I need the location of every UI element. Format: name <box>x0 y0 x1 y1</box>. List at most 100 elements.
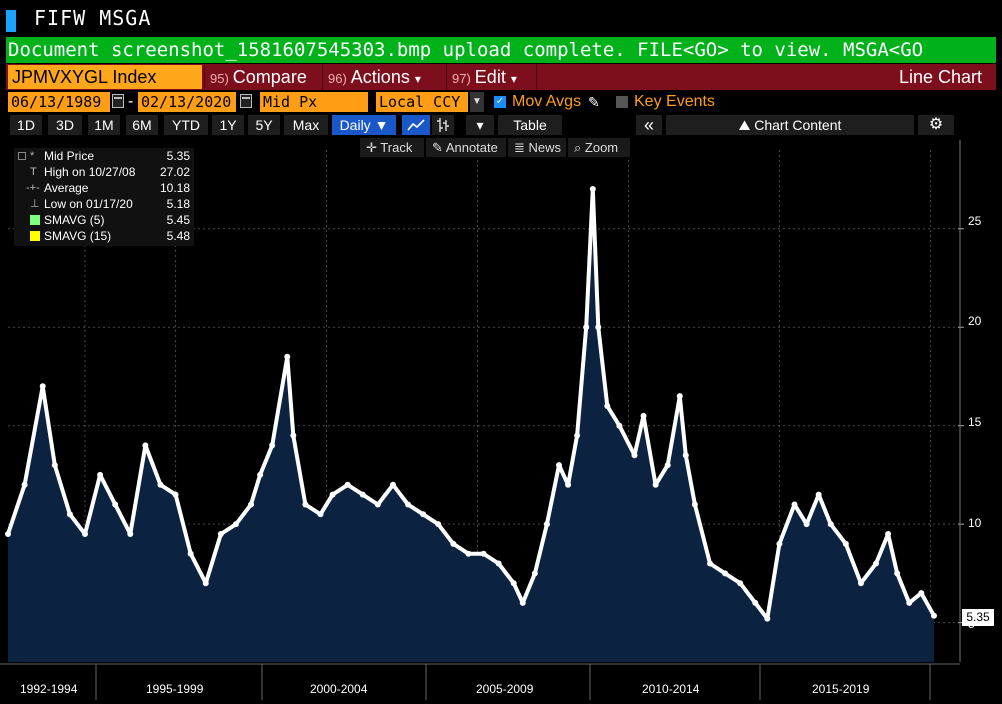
pencil-icon: ✎ <box>432 140 443 155</box>
legend-row: SMAVG (5) 5.45 <box>14 212 194 228</box>
edit-button[interactable]: 97) Edit ▾ <box>452 65 517 89</box>
data-point <box>202 580 209 587</box>
data-point <box>510 580 517 587</box>
legend-collapse-icon[interactable] <box>18 152 26 160</box>
data-point <box>81 531 88 537</box>
line-chart-icon[interactable] <box>402 115 430 135</box>
legend-label: SMAVG (5) <box>44 213 105 227</box>
range-5y-button[interactable]: 5Y <box>248 115 280 135</box>
annotate-button[interactable]: ✎ Annotate <box>426 138 506 157</box>
data-point <box>112 501 119 508</box>
collapse-icon[interactable]: « <box>636 115 662 135</box>
data-point <box>640 412 647 419</box>
data-point <box>682 452 689 459</box>
last-price-tag: 5.35 <box>962 609 994 626</box>
start-date-field[interactable]: 06/13/1989 <box>8 92 110 112</box>
pencil-icon[interactable]: ✎ <box>588 94 600 110</box>
data-point <box>66 511 73 518</box>
mid-price-area <box>8 189 934 662</box>
data-point <box>894 570 901 577</box>
data-point <box>931 612 937 619</box>
field-select[interactable]: Mid Px <box>260 92 368 112</box>
data-point <box>480 550 487 557</box>
data-point <box>257 471 264 478</box>
data-point <box>51 462 58 469</box>
chart-legend[interactable]: * Mid Price 5.35 T High on 10/27/08 27.02 -+… <box>14 148 194 246</box>
data-point <box>595 324 602 331</box>
range-1d-button[interactable]: 1D <box>10 115 42 135</box>
y-tick-label: 10 <box>968 516 982 530</box>
annotate-label: Annotate <box>445 140 498 155</box>
data-point <box>269 442 276 449</box>
data-point <box>616 422 623 429</box>
news-button[interactable]: ≣ News <box>508 138 566 157</box>
divider <box>446 64 447 90</box>
ohlc-chart-icon[interactable] <box>432 115 454 135</box>
end-date-field[interactable]: 02/13/2020 <box>138 92 236 112</box>
data-point <box>217 531 224 537</box>
range-6m-button[interactable]: 6M <box>126 115 158 135</box>
data-point <box>248 501 255 508</box>
track-button[interactable]: ✛ Track <box>360 138 424 157</box>
chart-content-label: Chart Content <box>754 117 842 133</box>
zoom-button[interactable]: ⌕ Zoom <box>568 138 630 157</box>
data-point <box>435 521 442 528</box>
divider <box>536 64 537 90</box>
chart-type-label[interactable]: Line Chart <box>898 67 982 87</box>
data-point <box>906 599 913 606</box>
chart-content-button[interactable]: ⛰ Chart Content <box>666 115 914 135</box>
chevron-down-icon: ▼ <box>374 117 389 133</box>
window-title: FIFW MSGA <box>34 6 152 30</box>
periodicity-select[interactable]: Daily ▼ <box>332 115 396 135</box>
data-point <box>142 442 149 449</box>
x-tick-label: 1992-1994 <box>20 682 78 696</box>
chevron-down-icon: ▾ <box>510 72 517 86</box>
data-point <box>776 540 783 547</box>
mov-avgs-label[interactable]: Mov Avgs <box>512 93 582 110</box>
table-button[interactable]: Table <box>498 115 562 135</box>
data-point <box>885 531 892 537</box>
currency-select[interactable]: Local CCY <box>376 92 468 112</box>
data-point <box>543 521 550 528</box>
message-bar[interactable]: Document screenshot_1581607545303.bmp up… <box>6 37 996 63</box>
legend-value: 5.48 <box>166 229 190 243</box>
data-point <box>652 481 659 488</box>
price-chart[interactable] <box>0 136 1002 704</box>
y-axis <box>958 140 964 662</box>
chevron-down-icon[interactable]: ▼ <box>470 92 484 112</box>
data-point <box>556 462 563 469</box>
data-point <box>519 599 526 606</box>
key-events-label[interactable]: Key Events <box>634 93 715 110</box>
y-tick-label: 15 <box>968 415 982 429</box>
y-tick-label: 20 <box>968 314 982 328</box>
chevron-down-icon: ▾ <box>414 72 421 86</box>
legend-swatch <box>30 215 40 225</box>
edit-label: Edit <box>474 67 506 87</box>
data-point <box>676 393 683 400</box>
data-point <box>857 580 864 587</box>
range-3d-button[interactable]: 3D <box>48 115 82 135</box>
key-events-checkbox[interactable] <box>616 96 628 108</box>
data-point <box>752 599 759 606</box>
data-point <box>284 353 291 360</box>
actions-button[interactable]: 96) Actions ▾ <box>328 65 421 89</box>
legend-label: SMAVG (15) <box>44 229 112 243</box>
compare-button[interactable]: 95) Compare <box>210 65 307 89</box>
range-max-button[interactable]: Max <box>284 115 328 135</box>
security-field[interactable]: JPMVXYGL Index <box>8 65 202 89</box>
gear-icon[interactable]: ⚙ <box>918 115 954 135</box>
data-point <box>127 531 134 537</box>
low-marker-icon: ⊥ <box>30 198 40 210</box>
range-ytd-button[interactable]: YTD <box>164 115 208 135</box>
range-1m-button[interactable]: 1M <box>88 115 120 135</box>
title-bar: FIFW MSGA <box>0 0 1002 36</box>
legend-value: 5.45 <box>166 213 190 227</box>
crosshair-icon: ✛ <box>366 140 377 155</box>
mov-avgs-checkbox[interactable]: ✓ <box>494 96 506 108</box>
data-point <box>691 501 698 508</box>
calendar-icon[interactable] <box>112 94 124 108</box>
legend-row: * Mid Price 5.35 <box>14 148 194 164</box>
range-1y-button[interactable]: 1Y <box>212 115 244 135</box>
calendar-icon[interactable] <box>240 94 252 108</box>
chevron-down-icon[interactable]: ▾ <box>466 115 494 135</box>
